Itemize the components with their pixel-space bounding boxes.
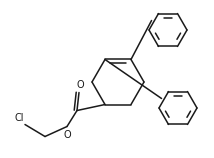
Text: Cl: Cl	[15, 112, 24, 122]
Text: O: O	[63, 130, 71, 140]
Text: O: O	[76, 79, 84, 90]
